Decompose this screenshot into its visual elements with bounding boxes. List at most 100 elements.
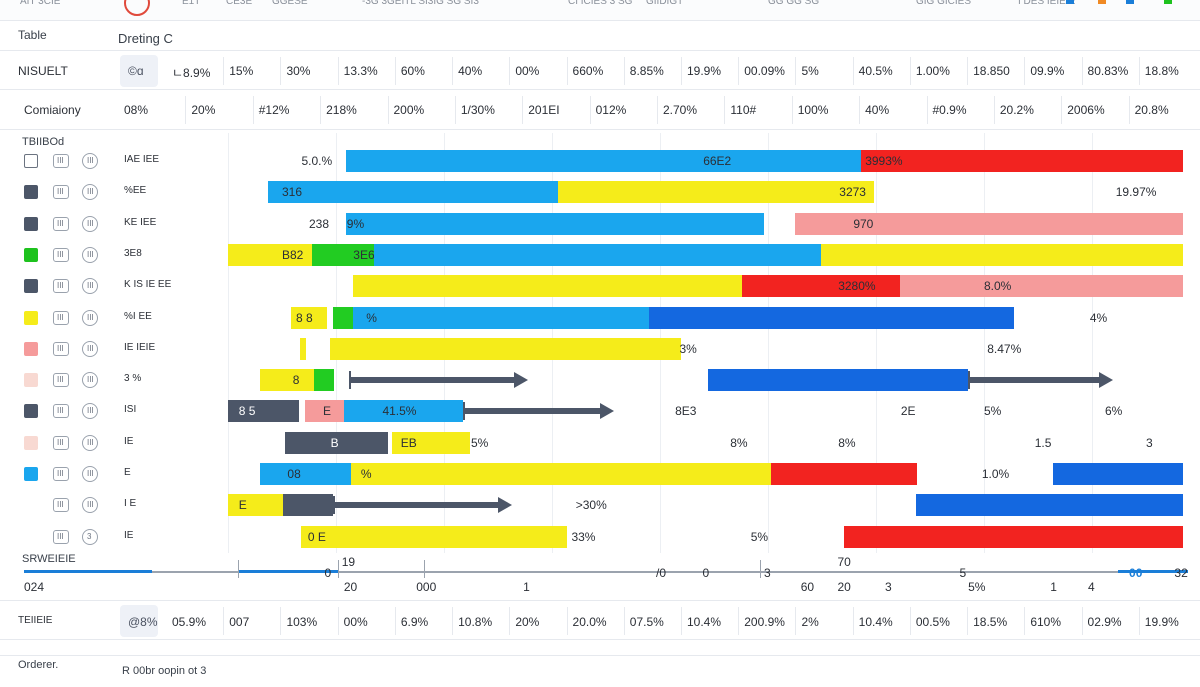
bar-segment[interactable] xyxy=(343,400,464,423)
row-color-swatch[interactable] xyxy=(24,341,38,356)
bar-segment[interactable] xyxy=(351,463,772,485)
bar-segment[interactable] xyxy=(558,181,874,204)
axis-range-marker[interactable] xyxy=(24,570,152,573)
row-info-text: III xyxy=(87,218,94,228)
bar-segment[interactable] xyxy=(329,337,681,360)
row-toggle-icon[interactable] xyxy=(53,279,69,294)
toolbar-item[interactable]: E1T xyxy=(182,0,201,7)
toolbar-item[interactable]: I DES IEIEIE xyxy=(1018,0,1076,7)
toolbar-item[interactable]: GGESE xyxy=(272,0,308,7)
toolbar-item[interactable]: CE3E xyxy=(226,0,253,7)
row-info-icon[interactable] xyxy=(82,372,98,389)
row-toggle-icon[interactable] xyxy=(53,154,69,168)
row-info-icon[interactable] xyxy=(82,466,98,482)
bar-segment[interactable] xyxy=(649,306,1015,329)
cell-divider xyxy=(859,96,861,124)
bar-segment[interactable] xyxy=(820,243,1183,266)
row-toggle-icon[interactable] xyxy=(53,341,69,356)
row-toggle-icon[interactable] xyxy=(53,185,69,200)
bar-segment[interactable] xyxy=(300,337,306,360)
bar-segment[interactable] xyxy=(843,525,1183,548)
bar-segment[interactable] xyxy=(260,463,352,485)
bar-segment[interactable] xyxy=(260,369,315,392)
row-color-swatch[interactable] xyxy=(24,279,38,294)
bar-segment[interactable] xyxy=(332,306,354,329)
bar-segment[interactable] xyxy=(353,275,743,298)
toolbar-color-swatch[interactable] xyxy=(1098,0,1106,4)
row-info-icon[interactable] xyxy=(82,153,98,169)
row-toggle-icon[interactable] xyxy=(53,529,69,544)
bar-segment[interactable] xyxy=(899,275,1183,298)
row-info-icon[interactable] xyxy=(82,309,98,326)
row-toggle-icon[interactable] xyxy=(53,216,69,231)
row-checkbox[interactable] xyxy=(24,154,38,168)
row-info-icon[interactable] xyxy=(82,215,98,232)
toolbar-item[interactable]: AIT 3CIE xyxy=(20,0,61,7)
row-toggle-icon[interactable] xyxy=(53,373,69,388)
bar-segment[interactable] xyxy=(228,400,300,423)
row-color-swatch[interactable] xyxy=(24,404,38,419)
bar-segment[interactable] xyxy=(795,212,1183,235)
bar-segment[interactable] xyxy=(915,494,1183,517)
bottom-badge[interactable] xyxy=(120,605,158,637)
bar-label: E xyxy=(238,498,247,513)
row-color-swatch[interactable] xyxy=(24,247,38,262)
bar-segment[interactable] xyxy=(373,243,821,266)
toolbar-color-swatch[interactable] xyxy=(1066,0,1074,4)
row-color-swatch[interactable] xyxy=(24,310,38,325)
bar-segment[interactable] xyxy=(707,369,968,392)
row-info-icon[interactable] xyxy=(82,403,98,420)
toolbar-item[interactable]: CI ICIES 3 SG xyxy=(568,0,633,7)
bar-segment[interactable] xyxy=(301,525,568,548)
row-toggle-icon[interactable] xyxy=(53,435,69,450)
row-info-icon[interactable] xyxy=(82,184,98,201)
bar-segment[interactable] xyxy=(267,181,559,204)
toolbar-item[interactable]: -3G 3GEITL SI3IG SG SI3 xyxy=(362,0,479,7)
record-icon[interactable] xyxy=(124,0,150,16)
row-info-icon[interactable] xyxy=(82,340,98,357)
row-info-icon[interactable] xyxy=(82,246,98,263)
row-info-icon[interactable] xyxy=(82,278,98,295)
toolbar-item[interactable]: GIIDIGT xyxy=(646,0,684,7)
summary-cell: 80.83% xyxy=(1087,64,1129,78)
bar-segment[interactable] xyxy=(353,306,650,329)
grid-line xyxy=(228,133,229,553)
row-color-swatch[interactable] xyxy=(24,216,38,231)
row-toggle-icon[interactable] xyxy=(53,498,69,513)
axis-range-marker[interactable] xyxy=(238,570,338,573)
row-toggle-icon[interactable] xyxy=(53,467,69,481)
toolbar-item[interactable]: GG GG SG xyxy=(768,0,820,7)
row-toggle-icon[interactable] xyxy=(53,247,69,262)
row-info-icon[interactable] xyxy=(82,528,98,545)
bar-segment[interactable] xyxy=(305,337,330,360)
row-info-icon[interactable] xyxy=(82,434,98,451)
bar-segment[interactable] xyxy=(304,400,344,423)
bar-segment[interactable] xyxy=(312,243,374,266)
bar-segment[interactable] xyxy=(469,431,471,454)
row-color-swatch[interactable] xyxy=(24,435,38,450)
axis-range-marker[interactable] xyxy=(1118,570,1188,573)
bar-segment[interactable] xyxy=(771,463,918,485)
bar-segment[interactable] xyxy=(345,150,861,172)
row-info-icon[interactable] xyxy=(82,497,98,514)
row-toggle-icon[interactable] xyxy=(53,310,69,325)
bar-segment[interactable] xyxy=(228,243,313,266)
row-color-swatch[interactable] xyxy=(24,185,38,200)
bar-segment[interactable] xyxy=(1053,463,1183,485)
bar-segment[interactable] xyxy=(392,431,470,454)
bar-segment[interactable] xyxy=(283,494,333,517)
row-toggle-icon[interactable] xyxy=(53,404,69,419)
toolbar-item[interactable]: GIG GICIES xyxy=(916,0,972,7)
row-color-swatch[interactable] xyxy=(24,373,38,388)
bar-segment[interactable] xyxy=(314,369,334,392)
bar-segment[interactable] xyxy=(345,212,764,235)
bar-segment[interactable] xyxy=(742,275,900,298)
bar-segment[interactable] xyxy=(860,150,1183,172)
bar-segment[interactable] xyxy=(228,494,284,517)
toolbar-color-swatch[interactable] xyxy=(1164,0,1172,4)
toolbar-color-swatch[interactable] xyxy=(1126,0,1134,4)
summary-badge[interactable] xyxy=(120,55,158,87)
bar-segment[interactable] xyxy=(290,306,328,329)
row-color-swatch[interactable] xyxy=(24,467,38,481)
bar-segment[interactable] xyxy=(285,431,388,454)
